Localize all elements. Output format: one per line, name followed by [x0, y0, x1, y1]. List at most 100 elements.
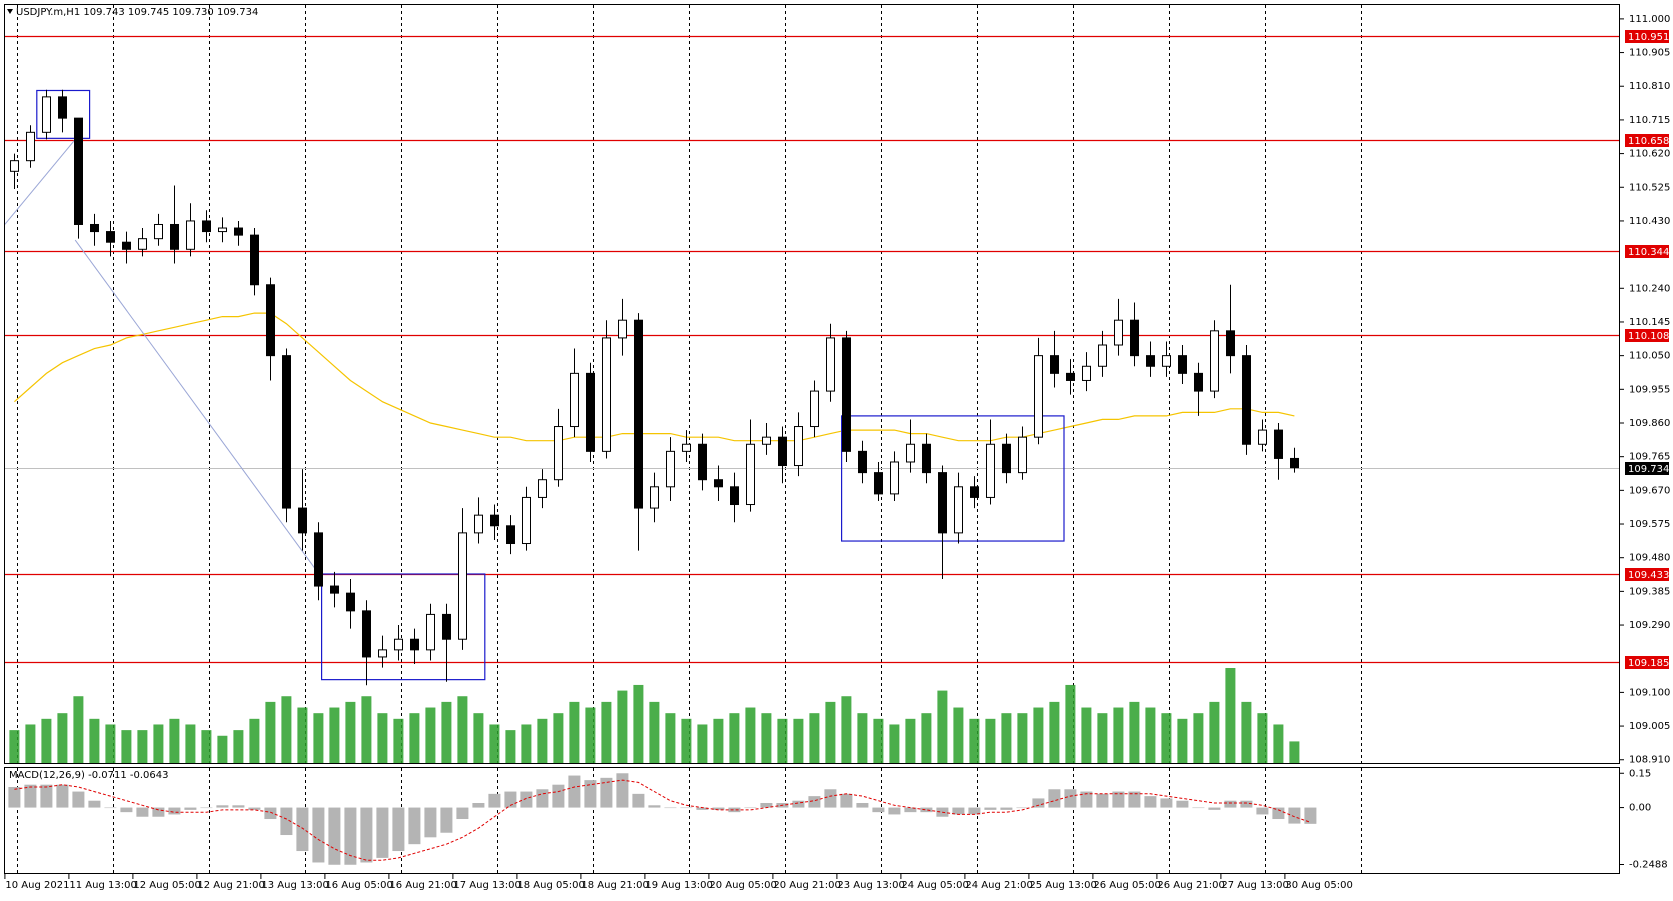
menu-triangle	[7, 9, 13, 14]
macd-bar	[1208, 807, 1221, 810]
candle-body	[794, 426, 803, 467]
x-tick-label: 18 Aug 21:00	[581, 880, 648, 891]
macd-bar	[1224, 800, 1237, 808]
box-annotation	[321, 573, 486, 681]
level-label: 109.433	[1628, 570, 1669, 581]
volume-bar	[233, 730, 244, 764]
candle-body	[394, 638, 403, 651]
macd-bar	[712, 807, 725, 810]
macd-bar	[984, 807, 997, 810]
volume-bar	[1001, 713, 1012, 764]
candle-body	[330, 585, 339, 594]
volume-bar	[489, 724, 500, 764]
volume-bar	[713, 718, 724, 764]
signal-line	[14, 779, 1311, 861]
volume-bar	[425, 707, 436, 764]
x-tick-label: 16 Aug 21:00	[389, 880, 456, 891]
candle-body	[682, 443, 691, 452]
candle-body	[698, 443, 707, 481]
candle-body	[1162, 355, 1171, 367]
macd-bar	[200, 807, 213, 809]
level-label-box	[1625, 245, 1669, 258]
main-frame	[4, 4, 1620, 764]
volume-bar	[585, 707, 596, 764]
candle-body	[74, 117, 83, 225]
volume-bar	[57, 713, 68, 764]
volume-bar	[617, 690, 628, 764]
candle-body	[186, 220, 195, 250]
macd-bar	[1256, 807, 1269, 815]
box-annotation	[840, 415, 1065, 542]
macd-bar	[824, 789, 837, 808]
candle-body	[714, 479, 723, 488]
y-tick-label: 109.575	[1629, 519, 1670, 530]
macd-bar	[1288, 807, 1301, 824]
macd-bar	[120, 807, 133, 813]
level-label-box	[1625, 329, 1669, 342]
candle-body	[426, 613, 435, 651]
level-label: 109.185	[1628, 658, 1669, 669]
volume-bar	[73, 696, 84, 764]
volume-bar	[457, 696, 468, 764]
box-annotation	[36, 89, 91, 139]
candle-body	[1114, 319, 1123, 346]
candle-body	[1098, 344, 1107, 367]
macd-bar	[344, 807, 357, 865]
macd-bar	[1192, 807, 1205, 809]
volume-bar	[1273, 724, 1284, 764]
candle-body	[666, 450, 675, 488]
candle-body	[90, 223, 99, 233]
macd-bar	[104, 807, 117, 809]
macd-bar	[488, 793, 501, 808]
candle-body	[890, 461, 899, 495]
candle-body	[826, 337, 835, 392]
macd-bar	[1032, 798, 1045, 808]
volume-bar	[217, 735, 228, 764]
y-tick-label: 110.525	[1629, 182, 1670, 193]
x-tick-label: 20 Aug 21:00	[773, 880, 840, 891]
y-tick-label: 109.100	[1629, 687, 1670, 698]
macd-bar	[440, 807, 453, 833]
volume-bar	[1097, 713, 1108, 764]
macd-bar	[1144, 796, 1157, 808]
candle-body	[554, 426, 563, 481]
candle-body	[138, 238, 147, 250]
candle-body	[458, 532, 467, 640]
macd-bar	[520, 791, 533, 808]
candle-body	[970, 486, 979, 498]
candle-body	[874, 472, 883, 495]
x-tick-label: 26 Aug 21:00	[1157, 880, 1224, 891]
candle-body	[618, 319, 627, 339]
macd-bar	[456, 807, 469, 820]
volume-bar	[665, 713, 676, 764]
y-tick-label: 110.240	[1629, 283, 1670, 294]
macd-bar	[1064, 789, 1077, 808]
macd-bar	[1080, 791, 1093, 808]
candle-body	[538, 479, 547, 498]
macd-bar	[744, 807, 757, 809]
under-layer	[4, 5, 1620, 873]
candle-body	[362, 610, 371, 658]
candle-body	[1018, 436, 1027, 474]
macd-bar	[872, 807, 885, 813]
volume-bar	[297, 707, 308, 764]
macd-bar	[40, 784, 53, 808]
candle-body	[506, 525, 515, 545]
macd-bar	[792, 800, 805, 808]
volume-bar	[1049, 701, 1060, 764]
volume-bar	[393, 718, 404, 764]
macd-bar	[728, 807, 741, 813]
macd-bar	[600, 777, 613, 808]
volume-bar	[553, 713, 564, 764]
macd-bar	[264, 807, 277, 820]
level-label: 110.951	[1628, 32, 1669, 43]
volume-bar	[105, 724, 116, 764]
candle-body	[122, 241, 131, 250]
volume-bar	[409, 713, 420, 764]
volume-bar	[985, 718, 996, 764]
volume-bar	[89, 718, 100, 764]
candle-body	[954, 486, 963, 534]
y-tick-label: 110.905	[1629, 48, 1670, 59]
